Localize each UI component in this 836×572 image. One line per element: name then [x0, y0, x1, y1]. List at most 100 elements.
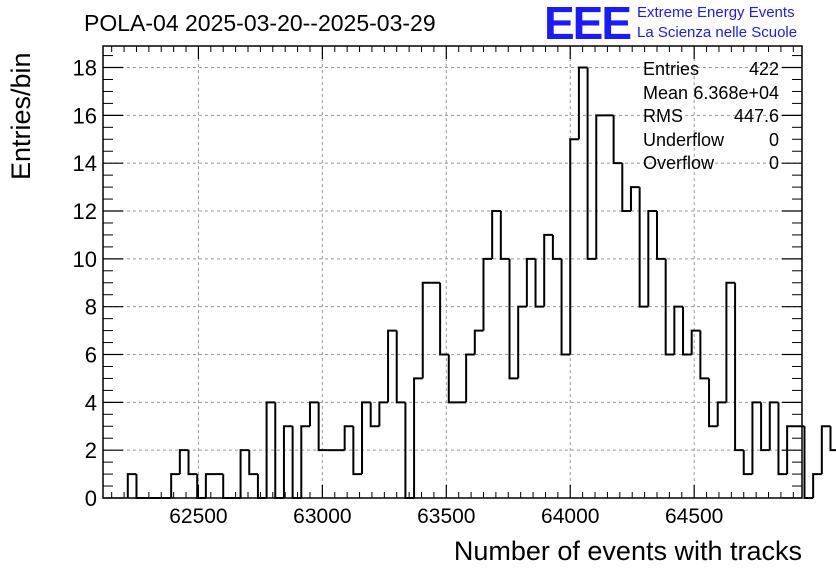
histogram-bin — [204, 473, 215, 498]
histogram-bin — [473, 329, 484, 355]
x-tick-label: 63000 — [293, 505, 351, 528]
stat-value: 0 — [768, 153, 779, 173]
stat-entries: Entries 422 — [641, 58, 781, 82]
histogram-bin — [447, 354, 458, 404]
logo-line-1: Extreme Energy Events — [637, 4, 795, 21]
histogram-bin — [343, 425, 354, 451]
x-tick-label: 64500 — [665, 505, 723, 528]
stat-label: Overflow — [643, 153, 715, 173]
histogram-bin — [352, 426, 363, 476]
histogram-bin — [178, 449, 189, 475]
histogram-bin — [517, 305, 527, 379]
histogram-bin — [534, 258, 545, 308]
histogram-bin — [387, 329, 397, 403]
stats-box: Entries 422 Mean 6.368e+04 RMS 447.6 Und… — [641, 58, 781, 176]
histogram-bin — [248, 450, 258, 476]
histogram-bin — [187, 450, 198, 476]
histogram-bin — [621, 163, 631, 213]
stat-overflow: Overflow 0 — [641, 152, 781, 176]
stat-mean: Mean 6.368e+04 — [641, 82, 781, 106]
histogram-bin — [499, 211, 510, 260]
histogram-bin — [421, 281, 432, 379]
histogram-bin — [829, 426, 836, 452]
x-axis-ticks: 62500 63000 63500 64000 64500 — [111, 46, 794, 528]
y-axis-label: Entries/bin — [6, 52, 36, 180]
histogram-bin — [760, 402, 770, 452]
histogram-bin — [768, 401, 779, 451]
histogram-bin — [629, 186, 640, 212]
histogram-bin — [525, 257, 536, 307]
histogram-bin — [413, 377, 423, 498]
eee-logo-mark: EEE — [544, 0, 632, 49]
y-tick-label: 4 — [85, 390, 97, 415]
plot-frame — [102, 45, 803, 499]
stat-value: 422 — [748, 59, 779, 79]
histogram-bin — [291, 426, 302, 499]
x-tick-label: 62500 — [169, 505, 227, 528]
histogram-bin — [708, 378, 718, 428]
histogram-bin — [135, 474, 146, 499]
histogram-bin — [655, 211, 666, 260]
histogram-bin — [256, 474, 267, 499]
histogram-bin — [465, 353, 475, 403]
histogram-bin — [734, 282, 744, 452]
histogram-bin — [560, 258, 571, 356]
histogram-bin — [395, 330, 406, 404]
histogram-bin — [612, 115, 623, 165]
histogram-bin — [508, 258, 519, 380]
histogram-bin — [751, 401, 762, 475]
histogram-bin — [369, 402, 380, 428]
histogram-bin — [569, 138, 579, 355]
logo-line-2: La Scienza nelle Scuole — [637, 24, 798, 41]
histogram-bin — [543, 233, 553, 307]
y-axis-ticks: 0 2 4 6 8 10 12 14 16 18 — [73, 55, 802, 511]
y-tick-label: 8 — [85, 295, 97, 320]
y-tick-label: 18 — [73, 56, 97, 81]
x-tick-label: 64000 — [541, 505, 599, 528]
histogram-bin — [439, 282, 449, 356]
y-tick-label: 12 — [73, 199, 97, 224]
eee-logo-text: Extreme Energy Events La Scienza nelle S… — [637, 3, 797, 43]
stat-label: Mean — [643, 82, 689, 103]
histogram-bin — [699, 330, 710, 380]
histogram-bin — [673, 305, 684, 355]
histogram-bin — [820, 425, 831, 475]
stat-rms: RMS 447.6 — [641, 105, 781, 129]
y-tick-label: 14 — [73, 151, 97, 176]
histogram-bin — [690, 329, 701, 355]
grid-lines — [103, 46, 802, 498]
histogram-bin — [803, 426, 814, 499]
histogram-bin — [239, 449, 250, 498]
histogram-bin — [282, 425, 293, 498]
stat-label: RMS — [643, 106, 683, 126]
stat-label: Entries — [643, 59, 700, 79]
histogram-bin — [551, 234, 562, 260]
stat-value: 0 — [768, 129, 779, 150]
histogram-bin — [300, 425, 310, 498]
histogram-bin — [491, 210, 501, 259]
y-tick-label: 10 — [73, 247, 97, 272]
y-tick-label: 6 — [85, 343, 97, 368]
y-tick-label: 16 — [73, 103, 97, 128]
histogram-bin — [716, 401, 727, 427]
y-tick-label: 0 — [85, 486, 97, 511]
histogram-bin — [577, 66, 588, 140]
histogram-bin — [638, 187, 649, 308]
histogram-bin — [682, 306, 692, 356]
histogram-bin — [777, 402, 788, 476]
histogram-bin — [664, 258, 675, 356]
histogram-bin — [222, 474, 232, 499]
stat-value: 6.368e+04 — [693, 82, 779, 103]
histogram-bin — [378, 401, 389, 427]
histogram-bin — [308, 401, 319, 427]
histogram-bin — [595, 114, 605, 259]
x-tick-label: 63500 — [417, 505, 475, 528]
x-axis-label: Number of events with tracks — [453, 536, 802, 566]
histogram-bin — [482, 257, 493, 331]
y-tick-label: 2 — [85, 438, 97, 463]
stat-underflow: Underflow 0 — [641, 129, 781, 153]
histogram-bin — [742, 450, 753, 476]
stat-value: 447.6 — [733, 106, 779, 126]
histogram-bin — [170, 473, 180, 498]
